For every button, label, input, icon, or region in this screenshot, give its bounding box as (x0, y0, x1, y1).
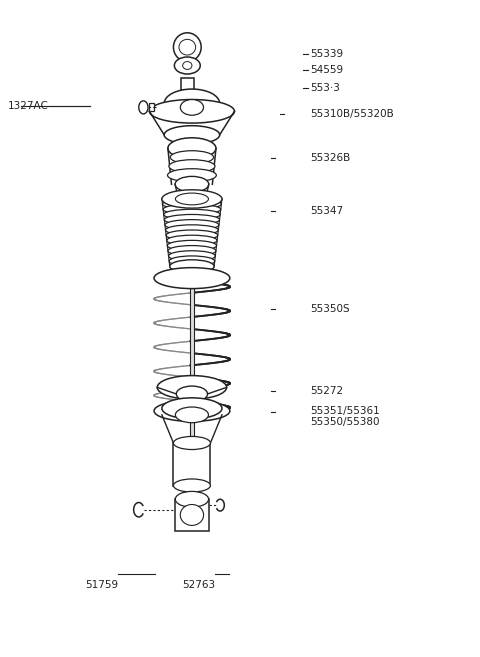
Text: 52763: 52763 (182, 580, 215, 590)
Bar (181, 78, 194, 90)
Ellipse shape (180, 99, 204, 115)
Ellipse shape (162, 194, 222, 204)
Ellipse shape (180, 505, 204, 526)
Ellipse shape (179, 39, 196, 55)
Text: 55272: 55272 (310, 386, 343, 396)
Ellipse shape (162, 398, 222, 419)
Ellipse shape (163, 204, 221, 215)
Ellipse shape (170, 260, 214, 273)
Ellipse shape (154, 401, 230, 421)
Ellipse shape (164, 210, 220, 219)
Ellipse shape (173, 33, 201, 62)
Ellipse shape (166, 225, 218, 235)
Text: 55339: 55339 (310, 49, 343, 58)
Text: 54559: 54559 (310, 65, 343, 75)
Ellipse shape (179, 194, 205, 207)
Ellipse shape (154, 267, 230, 288)
Ellipse shape (165, 219, 219, 230)
Text: 55310B/55320B: 55310B/55320B (310, 109, 394, 119)
Bar (173, 443, 210, 486)
Ellipse shape (183, 62, 192, 70)
Ellipse shape (164, 214, 219, 225)
Ellipse shape (157, 376, 227, 399)
Ellipse shape (169, 160, 215, 173)
Ellipse shape (176, 386, 207, 402)
Ellipse shape (173, 479, 210, 492)
Ellipse shape (139, 101, 148, 114)
Ellipse shape (174, 57, 200, 74)
Ellipse shape (162, 190, 222, 208)
Ellipse shape (168, 246, 216, 256)
Ellipse shape (168, 138, 216, 159)
Text: 55326B: 55326B (310, 153, 350, 164)
Ellipse shape (149, 99, 234, 123)
Text: 55347: 55347 (310, 206, 343, 215)
Text: 51759: 51759 (85, 580, 118, 590)
Text: 55351/55361
55350/55380: 55351/55361 55350/55380 (310, 406, 380, 427)
Ellipse shape (167, 235, 217, 246)
Ellipse shape (168, 251, 216, 261)
Ellipse shape (166, 230, 218, 240)
Ellipse shape (175, 491, 209, 507)
Ellipse shape (163, 199, 221, 210)
Ellipse shape (175, 407, 208, 422)
Ellipse shape (168, 169, 216, 182)
Ellipse shape (173, 436, 210, 449)
Ellipse shape (169, 256, 215, 266)
Ellipse shape (170, 150, 214, 164)
Ellipse shape (164, 89, 220, 118)
Bar (190, 274, 194, 486)
Bar (175, 499, 209, 531)
Ellipse shape (175, 176, 209, 192)
Ellipse shape (164, 125, 220, 144)
Ellipse shape (170, 261, 214, 271)
Ellipse shape (168, 240, 216, 251)
Bar (149, 103, 155, 111)
Text: 553·3: 553·3 (310, 83, 340, 93)
Text: 55350S: 55350S (310, 304, 349, 314)
Ellipse shape (175, 193, 208, 205)
Text: 1327AC: 1327AC (8, 101, 48, 111)
